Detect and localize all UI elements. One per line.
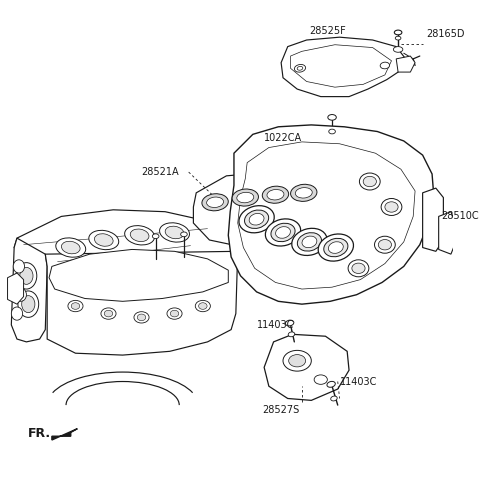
Ellipse shape — [18, 291, 39, 317]
Ellipse shape — [16, 263, 37, 289]
Text: 28521A: 28521A — [142, 167, 179, 177]
Ellipse shape — [206, 197, 224, 207]
Ellipse shape — [159, 223, 190, 242]
Text: 28165D: 28165D — [426, 29, 465, 39]
Ellipse shape — [249, 214, 264, 225]
Ellipse shape — [262, 186, 288, 203]
Ellipse shape — [199, 303, 207, 309]
Ellipse shape — [20, 267, 33, 284]
Polygon shape — [45, 252, 238, 355]
Ellipse shape — [288, 355, 306, 367]
Ellipse shape — [327, 382, 336, 387]
Ellipse shape — [374, 236, 395, 253]
Ellipse shape — [292, 228, 327, 255]
Ellipse shape — [294, 64, 306, 72]
Ellipse shape — [329, 129, 336, 134]
Polygon shape — [439, 212, 455, 254]
Polygon shape — [281, 37, 406, 96]
Ellipse shape — [125, 226, 155, 245]
Ellipse shape — [237, 192, 254, 203]
Ellipse shape — [56, 238, 86, 257]
Polygon shape — [290, 45, 392, 87]
Ellipse shape — [385, 202, 398, 212]
Text: FR.: FR. — [28, 427, 51, 440]
Ellipse shape — [89, 230, 119, 250]
Ellipse shape — [180, 232, 187, 237]
Polygon shape — [422, 188, 444, 252]
Ellipse shape — [395, 36, 401, 40]
Ellipse shape — [244, 210, 269, 228]
Ellipse shape — [68, 300, 83, 312]
Ellipse shape — [232, 189, 258, 206]
Ellipse shape — [318, 234, 353, 261]
Polygon shape — [193, 172, 328, 248]
Polygon shape — [228, 125, 434, 304]
Ellipse shape — [167, 308, 182, 319]
Ellipse shape — [15, 288, 26, 301]
Ellipse shape — [202, 194, 228, 211]
Ellipse shape — [61, 241, 80, 254]
Ellipse shape — [331, 396, 337, 401]
Ellipse shape — [395, 30, 402, 35]
Ellipse shape — [328, 242, 343, 253]
Ellipse shape — [314, 375, 327, 384]
Ellipse shape — [290, 184, 317, 202]
Ellipse shape — [134, 312, 149, 323]
Ellipse shape — [170, 310, 179, 317]
Ellipse shape — [283, 350, 312, 371]
Polygon shape — [238, 142, 415, 289]
Ellipse shape — [101, 308, 116, 319]
Ellipse shape — [95, 234, 113, 246]
Ellipse shape — [267, 190, 284, 200]
Ellipse shape — [137, 314, 146, 321]
Ellipse shape — [265, 219, 300, 246]
Polygon shape — [52, 429, 77, 440]
Text: 11403C: 11403C — [257, 320, 294, 330]
Ellipse shape — [394, 47, 403, 52]
Ellipse shape — [297, 233, 322, 251]
Ellipse shape — [295, 188, 312, 198]
Ellipse shape — [363, 176, 376, 187]
Ellipse shape — [288, 332, 295, 337]
Polygon shape — [396, 56, 415, 72]
Ellipse shape — [286, 320, 294, 326]
Ellipse shape — [378, 240, 392, 250]
Ellipse shape — [276, 227, 290, 238]
Ellipse shape — [13, 260, 24, 273]
Ellipse shape — [328, 115, 336, 120]
Ellipse shape — [104, 310, 113, 317]
Ellipse shape — [195, 300, 210, 312]
Ellipse shape — [360, 173, 380, 190]
Polygon shape — [14, 210, 238, 295]
Polygon shape — [49, 250, 228, 301]
Text: 28527S: 28527S — [262, 405, 300, 415]
Ellipse shape — [239, 205, 274, 233]
Text: 28525F: 28525F — [310, 25, 346, 36]
Text: 1022CA: 1022CA — [264, 133, 302, 143]
Text: 11403C: 11403C — [340, 376, 377, 386]
Polygon shape — [8, 273, 24, 304]
Polygon shape — [12, 238, 47, 342]
Text: 28510C: 28510C — [442, 211, 479, 221]
Ellipse shape — [380, 62, 390, 69]
Ellipse shape — [22, 296, 35, 312]
Ellipse shape — [71, 303, 80, 309]
Ellipse shape — [352, 263, 365, 274]
Ellipse shape — [381, 199, 402, 216]
Ellipse shape — [271, 223, 295, 241]
Ellipse shape — [152, 234, 159, 239]
Ellipse shape — [297, 66, 303, 70]
Ellipse shape — [302, 236, 317, 248]
Ellipse shape — [348, 260, 369, 277]
Ellipse shape — [130, 229, 149, 241]
Ellipse shape — [324, 239, 348, 257]
Ellipse shape — [165, 226, 184, 239]
Polygon shape — [264, 335, 349, 400]
Ellipse shape — [12, 307, 23, 320]
